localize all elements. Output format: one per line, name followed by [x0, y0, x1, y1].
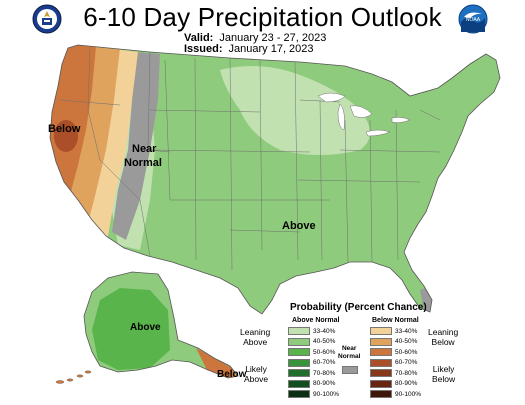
legend-below-label: 80-90% [395, 380, 418, 387]
legend-below-swatch [370, 348, 392, 356]
legend-below-swatch [370, 358, 392, 367]
near-normal-region [112, 52, 160, 240]
label-near-normal-1: Near [132, 143, 157, 155]
legend-above-label: 90-100% [313, 390, 340, 398]
noaa-logo-icon: NOAA [458, 4, 488, 34]
legend-title: Probability (Percent Chance) [290, 302, 427, 313]
valid-label: Valid: [184, 32, 214, 44]
above-33-40-north-region [220, 66, 370, 155]
legend-below-swatch [370, 369, 392, 377]
alaska-outline [83, 271, 239, 379]
legend-above-row: 50-60% [288, 348, 335, 356]
legend-below-label: 90-100% [395, 390, 422, 398]
legend-above-swatch [288, 327, 310, 335]
legend-below-label: 60-70% [395, 359, 418, 366]
legend-above-label: 33-40% [313, 327, 336, 335]
legend-below-label: 70-80% [395, 369, 418, 377]
page-title: 6-10 Day Precipitation Outlook [83, 2, 442, 32]
legend-above-swatch [288, 348, 310, 356]
label-near-normal-2: Normal [124, 157, 162, 169]
legend-below-swatch [370, 390, 392, 398]
state-lines [59, 47, 441, 271]
label-above-alaska: Above [130, 322, 161, 333]
valid-value: January 23 - 27, 2023 [219, 32, 327, 44]
legend-below-label: 33-40% [395, 327, 418, 335]
legend-below-row: 60-70% [370, 358, 418, 367]
svg-text:NOAA: NOAA [466, 17, 481, 23]
legend-likely-below: Likely Below [432, 364, 456, 384]
legend-above-label: 70-80% [313, 369, 336, 377]
legend-leaning-above: Leaning Above [240, 327, 271, 347]
legend-above-row: 60-70% [288, 358, 336, 367]
legend-above-row: 70-80% [288, 369, 335, 377]
legend-below-row: 80-90% [370, 379, 418, 388]
legend-above-label: 80-90% [313, 380, 336, 387]
issued-label: Issued: [184, 43, 223, 55]
great-lakes [317, 92, 411, 137]
legend-below-row: 33-40% [370, 327, 417, 335]
legend-below-row: 70-80% [370, 369, 417, 377]
issued-value: January 17, 2023 [228, 43, 314, 55]
legend-below-swatch [370, 327, 392, 335]
legend-below-label: 50-60% [395, 348, 418, 356]
legend-above-label: 60-70% [313, 359, 336, 366]
issued-line: Issued: January 17, 2023 [184, 43, 314, 55]
below-60-70-region [54, 120, 78, 152]
legend-below-row: 40-50% [370, 337, 418, 346]
label-below-west: Below [48, 123, 81, 135]
legend-above-swatch [288, 358, 310, 367]
legend-above-swatch [288, 337, 310, 346]
legend-above-label: 40-50% [313, 338, 336, 345]
legend-likely-above: Likely Above [244, 364, 269, 384]
legend-leaning-below: Leaning Below [428, 327, 459, 347]
legend-above-row: 90-100% [288, 390, 339, 398]
legend-near-normal-label: Near Normal [338, 345, 361, 360]
legend-below-header: Below Normal [372, 317, 419, 324]
legend-below-row: 90-100% [370, 390, 421, 398]
doc-seal-icon [32, 4, 62, 34]
legend-above-swatch [288, 369, 310, 377]
alaska-below-region [196, 348, 238, 378]
legend-below-swatch [370, 379, 392, 388]
legend-above-label: 50-60% [313, 348, 336, 356]
legend-above-swatch [288, 379, 310, 388]
label-below-alaska: Below [217, 369, 247, 380]
conus-outline [49, 44, 501, 315]
legend-below-row: 50-60% [370, 348, 417, 356]
aleutian-islands [55, 370, 92, 384]
legend-above-header: Above Normal [292, 317, 340, 324]
legend-above-row: 33-40% [288, 327, 335, 335]
legend-above-row: 40-50% [288, 337, 336, 346]
legend-above-row: 80-90% [288, 379, 336, 388]
label-above-main: Above [282, 220, 316, 232]
legend-near-normal-swatch [342, 366, 358, 374]
legend-above-swatch [288, 390, 310, 398]
legend-below-swatch [370, 337, 392, 346]
alaska-above-50-60-region [92, 288, 170, 370]
valid-line: Valid: January 23 - 27, 2023 [184, 32, 326, 44]
legend-below-label: 40-50% [395, 338, 418, 345]
